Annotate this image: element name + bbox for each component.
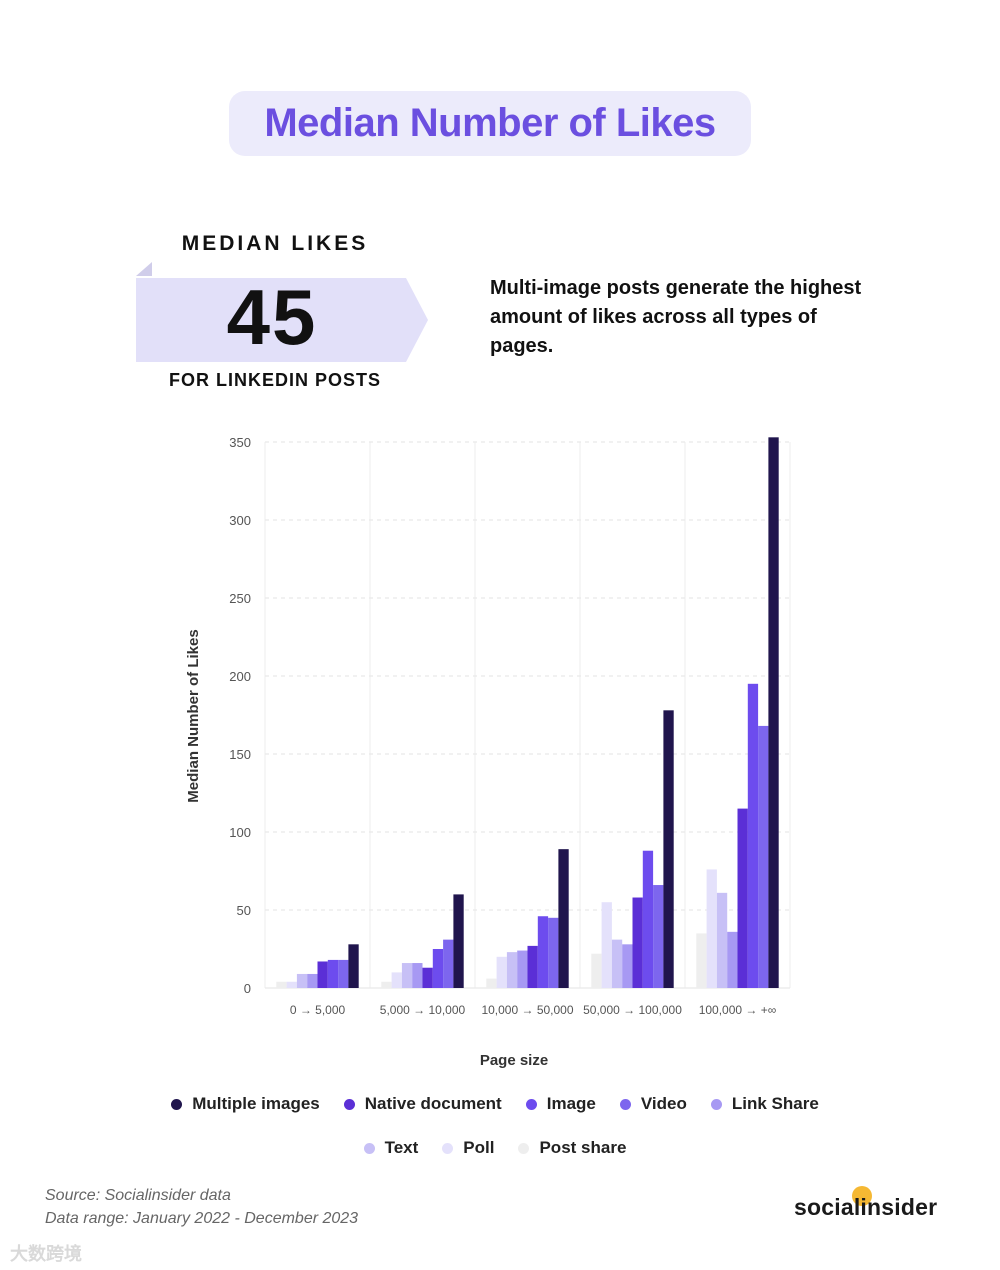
bar — [558, 849, 569, 988]
bar — [296, 973, 308, 988]
legend-dot-icon — [619, 1098, 631, 1110]
y-tick-label: 350 — [229, 435, 251, 450]
brand-logo-dot — [852, 1186, 872, 1206]
bar — [653, 885, 664, 988]
bar — [338, 959, 349, 988]
x-tick-label: 50,000 → 100,000 — [583, 1003, 682, 1017]
legend-dot-icon — [363, 1142, 375, 1154]
bar — [727, 931, 738, 988]
legend-dot-icon — [525, 1098, 537, 1110]
page-title: Median Number of Likes — [264, 101, 716, 145]
legend-item: Native document — [343, 1094, 502, 1114]
legend-item: Video — [619, 1094, 687, 1114]
bar — [706, 869, 717, 988]
y-axis-ticks: 0 50 100 150 200 250 300 350 — [229, 435, 251, 996]
bar — [548, 917, 559, 988]
bar — [432, 949, 444, 988]
bar — [506, 952, 518, 988]
y-tick-label: 250 — [229, 591, 251, 606]
legend-dot-icon — [343, 1098, 355, 1110]
x-axis-ticks: 0 → 5,000 5,000 → 10,000 10,000 → 50,000 50… — [290, 1003, 776, 1017]
y-tick-label: 100 — [229, 825, 251, 840]
legend-item: Post share — [518, 1138, 626, 1158]
source-note: Source: Socialinsider data Data range: J… — [45, 1184, 358, 1230]
legend-label: Native document — [364, 1094, 502, 1113]
legend-dot-icon — [442, 1142, 454, 1154]
bar — [696, 933, 707, 988]
bar — [443, 939, 454, 988]
legend-item: Multiple images — [171, 1094, 320, 1114]
legend-dot-icon — [171, 1098, 183, 1110]
x-tick-label: 0 → 5,000 — [290, 1003, 346, 1017]
bar — [716, 892, 728, 988]
bar — [486, 978, 497, 988]
x-tick-label: 10,000 → 50,000 — [481, 1003, 573, 1017]
bar — [401, 963, 413, 988]
legend-dot-icon — [518, 1142, 530, 1154]
bar — [601, 902, 612, 988]
x-tick-label: 100,000 → +∞ — [699, 1003, 777, 1017]
y-tick-label: 200 — [229, 669, 251, 684]
legend-label: Poll — [463, 1138, 495, 1157]
legend-item: Image — [525, 1094, 596, 1114]
bar — [307, 973, 318, 988]
legend-label: Link Share — [731, 1094, 819, 1113]
bar — [747, 683, 759, 988]
x-tick-label: 5,000 → 10,000 — [380, 1003, 466, 1017]
y-tick-label: 50 — [237, 903, 251, 918]
bar — [527, 945, 538, 988]
x-axis-label: Page size — [480, 1052, 548, 1069]
bar — [622, 944, 633, 988]
stat-bottom-label: FOR LINKEDIN POSTS — [168, 370, 381, 390]
legend-label: Text — [384, 1138, 419, 1157]
bar — [537, 916, 549, 988]
brand-logo: socialinsider — [794, 1194, 938, 1220]
stat-arrow-banner — [136, 262, 428, 362]
bar — [327, 959, 339, 988]
legend-item: Link Share — [710, 1094, 819, 1114]
chart-bars — [276, 437, 779, 988]
y-tick-label: 300 — [229, 513, 251, 528]
legend-label: Video — [640, 1094, 687, 1113]
bar — [611, 939, 623, 988]
bar — [412, 963, 423, 988]
legend-item: Text — [363, 1138, 419, 1158]
watermark: 大数跨境 — [10, 1244, 82, 1264]
legend-dot-icon — [710, 1098, 722, 1110]
bar — [391, 972, 402, 988]
legend-label: Post share — [539, 1138, 627, 1157]
bar — [453, 894, 464, 988]
y-tick-label: 0 — [244, 981, 251, 996]
title-pill: Median Number of Likes — [229, 91, 751, 156]
stat-value: 45 — [226, 273, 318, 361]
bar — [496, 956, 507, 988]
bar-chart: 0 50 100 150 200 250 300 350 0 → 5,000 5,000 → 1… — [185, 435, 791, 1069]
bar — [276, 981, 287, 988]
bar — [642, 850, 654, 988]
description-text: Multi-image posts generate the highest a… — [490, 277, 862, 357]
bar — [758, 725, 769, 988]
bar — [517, 950, 528, 988]
data-range-text: Data range: January 2022 - December 2023 — [45, 1210, 359, 1227]
stat-top-label: MEDIAN LIKES — [181, 232, 369, 255]
bar — [348, 944, 359, 988]
bar — [768, 437, 779, 988]
bar — [286, 981, 297, 988]
bar — [381, 981, 392, 988]
bar — [632, 897, 643, 988]
bar — [317, 961, 328, 988]
bar — [663, 710, 674, 988]
y-axis-label: Median Number of Likes — [185, 629, 202, 802]
chart-legend: Multiple images Native document Image Video… — [150, 1094, 840, 1158]
legend-label: Multiple images — [192, 1094, 320, 1113]
bar — [422, 967, 433, 988]
bar — [737, 808, 748, 988]
bar — [591, 953, 602, 988]
y-tick-label: 150 — [229, 747, 251, 762]
legend-label: Image — [546, 1094, 596, 1113]
legend-item: Poll — [442, 1138, 494, 1158]
source-text: Source: Socialinsider data — [45, 1187, 231, 1204]
